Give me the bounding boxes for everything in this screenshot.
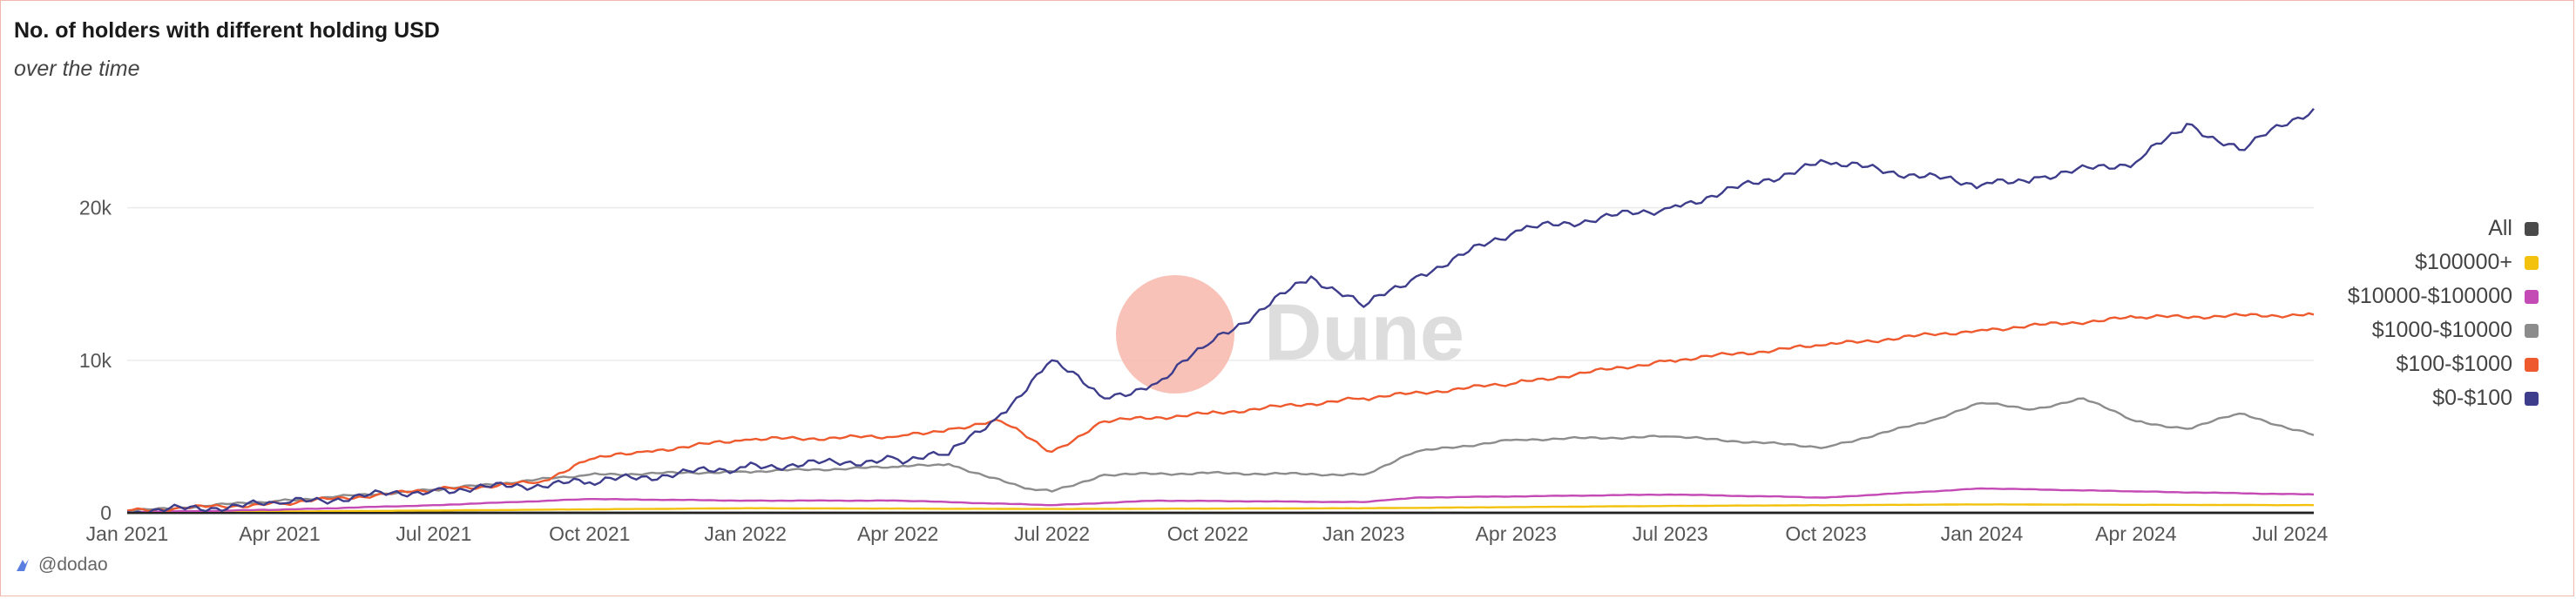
x-tick-label: Jul 2024 bbox=[2252, 522, 2328, 545]
x-tick-label: Jul 2023 bbox=[1633, 522, 1708, 545]
legend-item[interactable]: $1000-$10000 bbox=[2348, 313, 2539, 347]
chart-title: No. of holders with different holding US… bbox=[14, 18, 440, 43]
x-tick-label: Apr 2021 bbox=[239, 522, 320, 545]
series-line-3 bbox=[126, 397, 2315, 513]
legend-label: All bbox=[2488, 216, 2512, 240]
chart-legend: All $100000+ $10000-$100000 $1000-$10000 $10… bbox=[2348, 212, 2539, 415]
series-line-2 bbox=[126, 487, 2315, 514]
x-tick-label: Jul 2022 bbox=[1014, 522, 1090, 545]
x-tick-label: Apr 2022 bbox=[857, 522, 938, 545]
y-tick-label: 20k bbox=[79, 197, 112, 219]
footer: @dodao bbox=[14, 555, 108, 575]
legend-item[interactable]: All bbox=[2348, 212, 2539, 246]
x-tick-label: Jan 2024 bbox=[1941, 522, 2024, 545]
series-line-1 bbox=[126, 503, 2315, 514]
x-tick-label: Apr 2024 bbox=[2095, 522, 2177, 545]
x-tick-label: Jul 2021 bbox=[396, 522, 471, 545]
y-tick-label: 10k bbox=[79, 349, 112, 372]
chart-subtitle: over the time bbox=[14, 57, 140, 81]
legend-swatch bbox=[2525, 357, 2539, 372]
legend-item[interactable]: $100-$1000 bbox=[2348, 347, 2539, 381]
x-tick-label: Jan 2022 bbox=[704, 522, 787, 545]
legend-label: $0-$100 bbox=[2432, 386, 2512, 410]
x-tick-label: Oct 2022 bbox=[1167, 522, 1248, 545]
dune-watermark-text: Dune bbox=[1264, 288, 1464, 377]
x-tick-label: Oct 2021 bbox=[549, 522, 630, 545]
series-line-4 bbox=[126, 312, 2315, 513]
footer-author[interactable]: @dodao bbox=[38, 555, 108, 575]
x-tick-label: Jan 2023 bbox=[1322, 522, 1405, 545]
series-line-5 bbox=[126, 108, 2315, 515]
legend-swatch bbox=[2525, 323, 2539, 338]
legend-swatch bbox=[2525, 255, 2539, 270]
legend-item[interactable]: $10000-$100000 bbox=[2348, 279, 2539, 313]
legend-label: $100-$1000 bbox=[2396, 352, 2512, 376]
legend-swatch bbox=[2525, 289, 2539, 304]
dune-watermark-circle bbox=[1116, 275, 1234, 394]
x-tick-label: Oct 2023 bbox=[1785, 522, 1866, 545]
legend-item[interactable]: $0-$100 bbox=[2348, 381, 2539, 415]
legend-swatch bbox=[2525, 391, 2539, 406]
x-tick-label: Apr 2023 bbox=[1476, 522, 1557, 545]
dodao-logo-icon bbox=[17, 559, 29, 571]
legend-item[interactable]: $100000+ bbox=[2348, 246, 2539, 279]
legend-swatch bbox=[2525, 221, 2539, 236]
legend-label: $10000-$100000 bbox=[2347, 284, 2512, 308]
y-tick-label: 0 bbox=[100, 501, 112, 524]
legend-label: $100000+ bbox=[2415, 250, 2512, 274]
legend-label: $1000-$10000 bbox=[2371, 318, 2512, 342]
x-tick-label: Jan 2021 bbox=[86, 522, 169, 545]
